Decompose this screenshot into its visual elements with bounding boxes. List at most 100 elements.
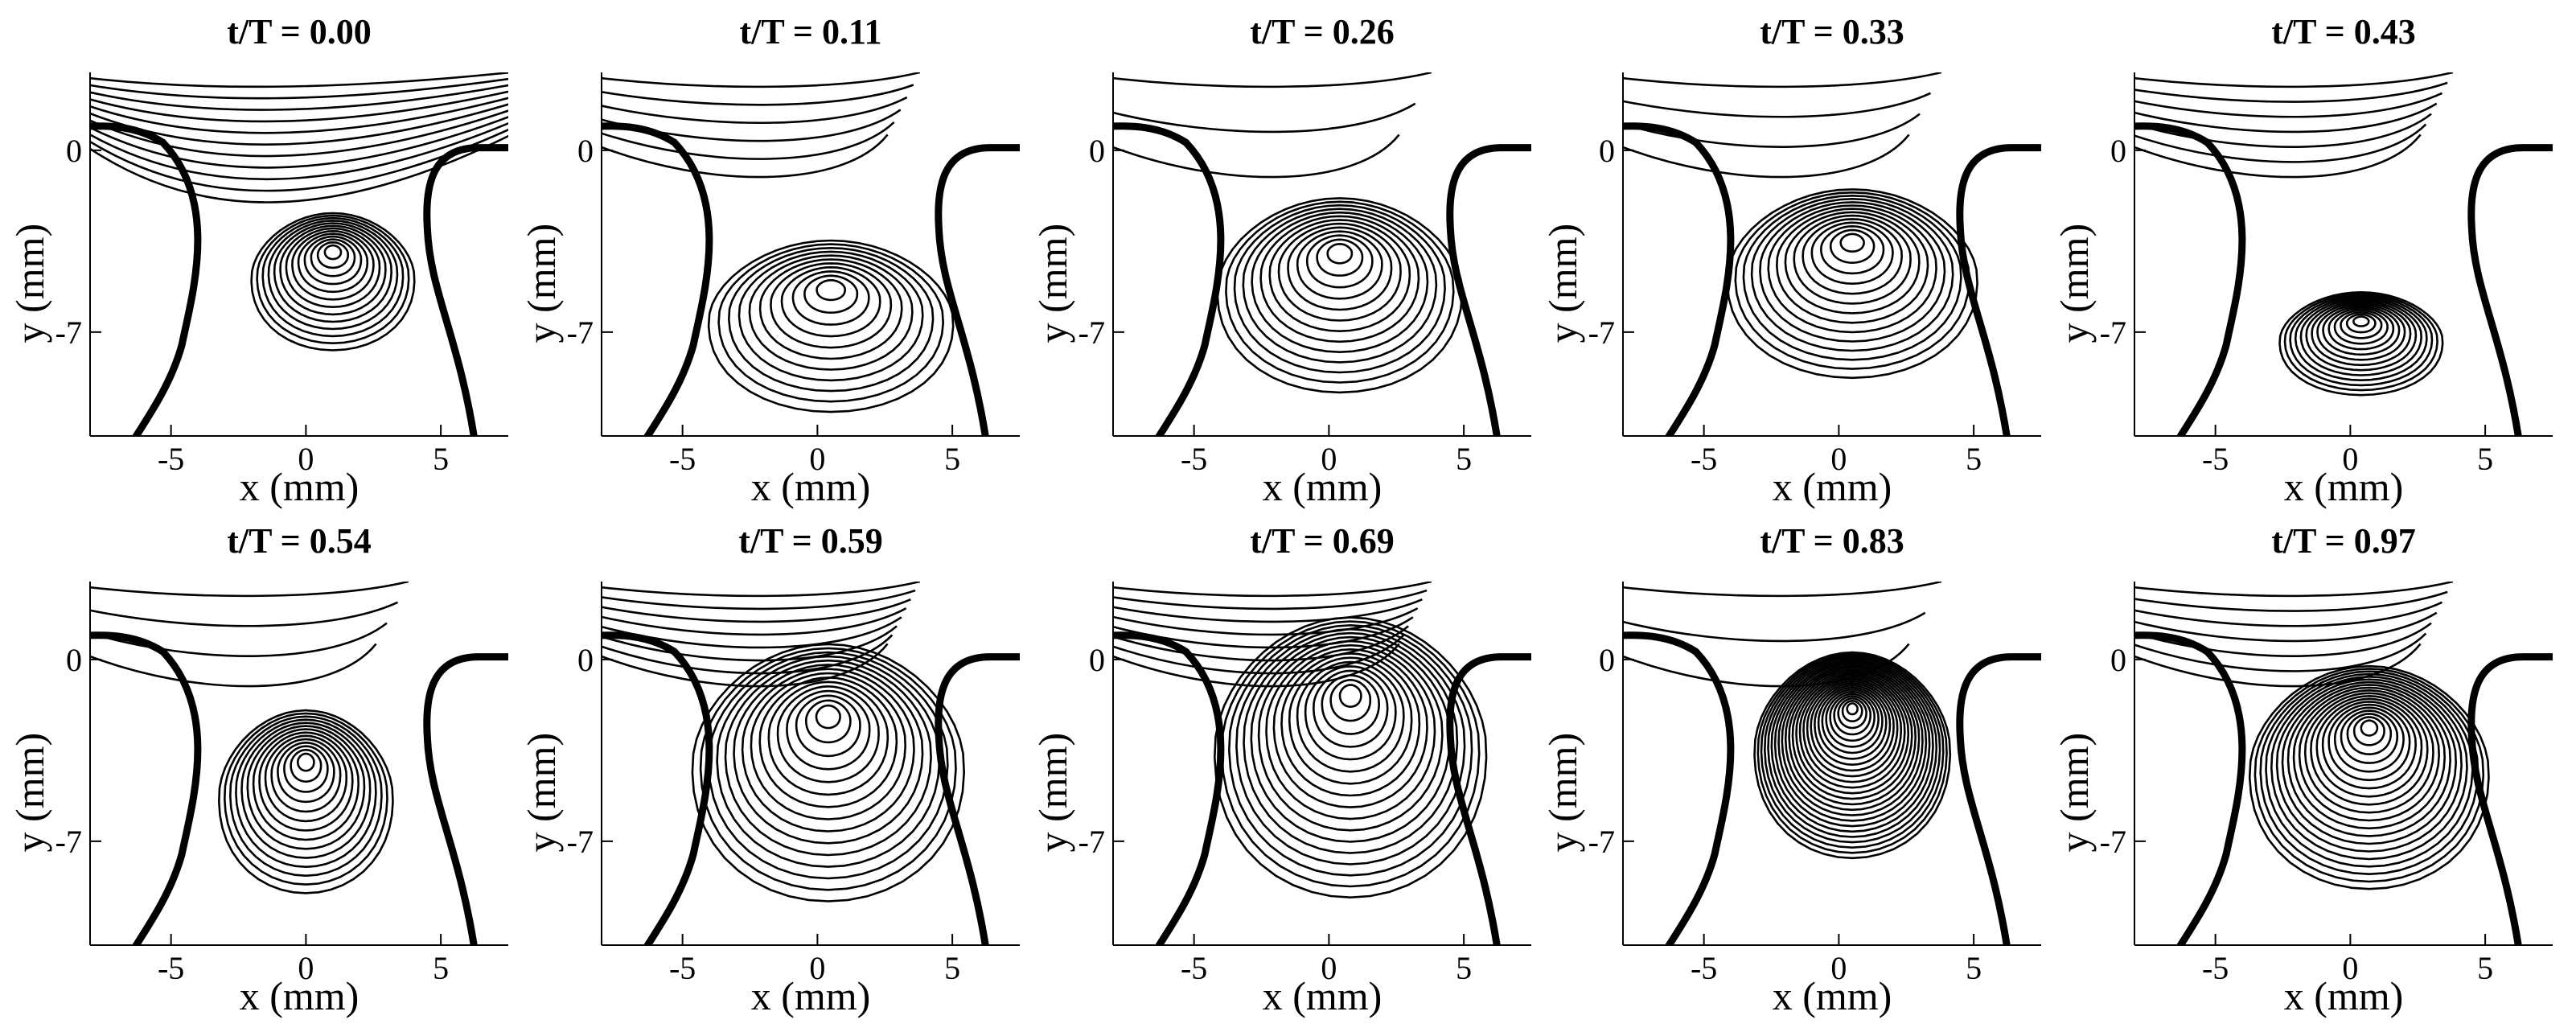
panel-1-upper-streamline	[90, 116, 508, 169]
panel-6-vortex-contour	[290, 748, 323, 783]
panel-9-vortex-contour	[1814, 684, 1892, 767]
panel-5-upper-streamline	[2134, 102, 2438, 134]
panel-10: -5 0 5 0 -7 x (mm) y (mm) t/T = 0.97	[2052, 521, 2553, 1018]
panel-7-x-axis-label: x (mm)	[751, 973, 871, 1018]
panel-5-vortex-contour	[2278, 290, 2444, 397]
panel-4-vortex-contour	[1819, 224, 1885, 275]
panel-2-upper-streamline	[602, 109, 902, 142]
panel-10-vortex-contour	[2310, 694, 2429, 806]
panel-10-vortex-contour	[2333, 706, 2405, 773]
panel-6-vortex-contour	[258, 731, 354, 832]
panel-5-x-tick-label: -5	[2202, 441, 2229, 477]
panel-6-left-wall	[131, 648, 202, 945]
panel-9-vortex-contour	[1788, 670, 1917, 806]
panel-2-y-tick-label: -7	[567, 315, 594, 351]
panel-8-upper-streamline	[1113, 598, 1423, 623]
panel-2-vortex-contour	[717, 243, 945, 403]
panel-8-vortex-contour	[1321, 674, 1381, 735]
panel-1-left-wall	[131, 138, 202, 436]
panel-9-vortex-contour	[1767, 659, 1938, 838]
panel-10-right-wall	[2467, 653, 2553, 945]
panel-3-plot-area	[1113, 72, 1531, 436]
panel-1-upper-streamline	[90, 128, 508, 192]
panel-6-x-tick-label: -5	[158, 950, 184, 986]
panel-10-upper-streamline	[2134, 601, 2442, 627]
panel-8-vortex-contour	[1227, 623, 1473, 877]
panel-5-y-tick-label: 0	[2110, 133, 2126, 169]
panel-7-x-tick-label: 0	[809, 950, 825, 986]
panel-7-vortex-contour	[776, 685, 880, 783]
panel-4-vortex-contour	[1767, 204, 1937, 334]
panel-7-upper-streamline	[602, 616, 902, 649]
panel-1-vortex-contour	[323, 244, 343, 261]
panel-2-upper-streamline	[602, 134, 889, 179]
panel-6-vortex-contour	[264, 734, 348, 823]
panel-6-upper-streamline	[90, 643, 377, 688]
panel-3: -5 0 5 0 -7 x (mm) y (mm) t/T = 0.26	[1030, 12, 1531, 509]
panel-4-vortex-contour	[1793, 214, 1912, 305]
panel-1-vortex-contour	[297, 232, 369, 294]
panel-10-vortex-contour	[2346, 713, 2393, 756]
panel-10-vortex-contour	[2265, 672, 2474, 868]
panel-7-vortex-contour	[795, 694, 861, 758]
panel-2-vortex-contour	[780, 265, 881, 338]
panel-5-y-tick-label: -7	[2100, 315, 2126, 351]
panel-1-title: t/T = 0.00	[227, 12, 372, 51]
panel-3-vortex-contour	[1259, 215, 1420, 343]
panel-6-vortex-contour	[217, 709, 394, 894]
panel-4-vortex-contour	[1750, 197, 1954, 352]
panel-5-title: t/T = 0.43	[2271, 12, 2416, 51]
panel-3-left-wall-top	[1113, 122, 1190, 146]
panel-9-vortex-contour	[1777, 664, 1928, 822]
panel-9-vortex-contour	[1795, 674, 1910, 795]
panel-2-upper-streamline	[602, 121, 895, 160]
panel-3-title: t/T = 0.26	[1250, 12, 1395, 51]
panel-5-vortex-contour	[2294, 296, 2428, 382]
panel-10-upper-streamline	[2134, 632, 2427, 672]
panel-5: -5 0 5 0 -7 x (mm) y (mm) t/T = 0.43	[2052, 12, 2553, 509]
panel-7-upper-streamline	[602, 589, 916, 611]
panel-10-vortex-contour	[2259, 670, 2479, 876]
panel-5-upper-streamline	[2134, 123, 2427, 163]
panel-5-x-axis-label: x (mm)	[2284, 464, 2404, 509]
panel-4-y-tick-label: -7	[1588, 315, 1615, 351]
panel-6-upper-streamline	[90, 582, 409, 598]
panel-6-right-wall	[423, 653, 508, 945]
panel-6-y-tick-label: -7	[55, 824, 82, 860]
panel-7-vortex-contour	[716, 655, 941, 868]
panel-10-vortex-contour	[2315, 697, 2423, 798]
panel-9-vortex-contour	[1817, 686, 1888, 760]
panel-1-y-tick-label: -7	[55, 315, 82, 351]
panel-4-upper-streamline	[1623, 113, 1921, 148]
panel-1-upper-streamline	[90, 134, 508, 204]
panel-9-vortex-contour	[1781, 666, 1924, 816]
panel-1-upper-streamline	[90, 103, 508, 146]
panel-9: -5 0 5 0 -7 x (mm) y (mm) t/T = 0.83	[1540, 521, 2041, 1018]
panel-3-vortex-contour	[1296, 230, 1383, 300]
panel-1-upper-streamline	[90, 72, 508, 88]
panel-2-upper-streamline	[602, 96, 908, 125]
panel-1-vortex-contour	[273, 222, 393, 323]
panel-5-upper-streamline	[2134, 113, 2432, 148]
panel-4-vortex-contour	[1742, 194, 1962, 361]
panel-10-left-wall	[2175, 648, 2246, 945]
panel-4-y-axis-label: y (mm)	[1540, 224, 1585, 343]
panel-1-upper-streamline	[90, 97, 508, 134]
panel-8-vortex-contour	[1243, 631, 1459, 854]
panel-6-x-axis-label: x (mm)	[240, 973, 359, 1018]
panel-9-vortex-contour	[1825, 690, 1880, 748]
panel-1-upper-streamline	[90, 77, 508, 100]
panel-7-x-tick-label: 5	[944, 950, 960, 986]
panel-9-vortex-contour	[1753, 651, 1952, 860]
panel-6-vortex-contour	[246, 725, 366, 850]
panel-3-upper-streamline	[1113, 102, 1416, 134]
panel-4-x-tick-label: 0	[1830, 441, 1847, 477]
panel-8-upper-streamline	[1113, 607, 1419, 636]
panel-2-vortex-contour	[791, 270, 870, 326]
panel-7-upper-streamline	[602, 582, 921, 598]
panel-7-left-wall-top	[602, 631, 679, 656]
panel-4-vortex-contour	[1759, 201, 1946, 343]
panel-7-vortex-contour	[691, 643, 966, 902]
panel-10-x-tick-label: 5	[2477, 950, 2493, 986]
panel-1-upper-streamline	[90, 109, 508, 158]
